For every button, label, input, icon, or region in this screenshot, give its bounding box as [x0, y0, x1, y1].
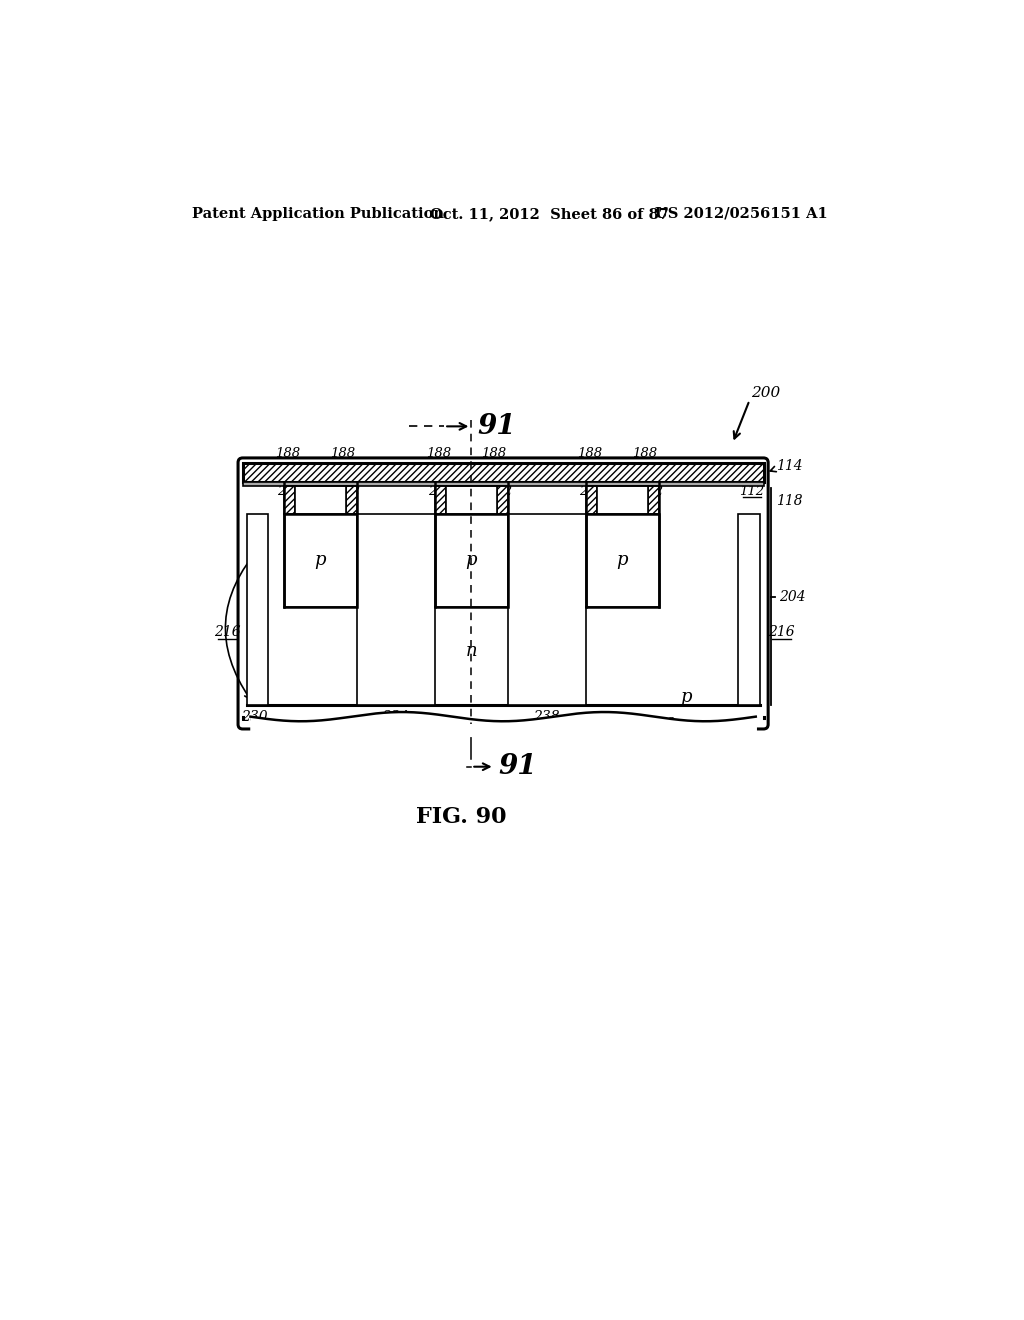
- Text: 91: 91: [477, 413, 516, 440]
- FancyBboxPatch shape: [238, 458, 768, 729]
- Bar: [648, 487, 658, 515]
- Bar: [295, 487, 346, 515]
- Text: 216: 216: [534, 568, 560, 581]
- Bar: [435, 487, 445, 515]
- Bar: [435, 515, 508, 607]
- Text: 102: 102: [336, 486, 360, 499]
- Text: 114: 114: [776, 459, 803, 474]
- Text: 246: 246: [428, 486, 453, 499]
- Bar: [586, 515, 658, 607]
- Bar: [284, 515, 356, 607]
- Bar: [284, 487, 295, 515]
- Text: 188: 188: [330, 446, 355, 459]
- Bar: [508, 515, 586, 705]
- Text: p: p: [466, 552, 477, 569]
- Text: 188: 188: [633, 446, 657, 459]
- Text: 234: 234: [382, 710, 409, 723]
- Bar: [356, 515, 435, 705]
- Text: FIG. 90: FIG. 90: [416, 805, 507, 828]
- Text: 230: 230: [241, 710, 267, 723]
- Bar: [597, 487, 648, 515]
- Bar: [247, 515, 268, 705]
- Text: 216: 216: [214, 624, 241, 639]
- Bar: [435, 487, 445, 515]
- Text: 91: 91: [499, 754, 537, 780]
- Bar: [346, 487, 356, 515]
- Bar: [243, 482, 764, 487]
- Text: 102: 102: [638, 486, 663, 499]
- Bar: [284, 487, 295, 515]
- Text: 202: 202: [649, 717, 676, 731]
- Bar: [738, 515, 760, 705]
- Text: US 2012/0256151 A1: US 2012/0256151 A1: [655, 207, 827, 220]
- Text: 216: 216: [382, 568, 409, 581]
- Bar: [243, 462, 764, 482]
- Bar: [586, 487, 597, 515]
- Bar: [586, 487, 597, 515]
- Text: Oct. 11, 2012  Sheet 86 of 87: Oct. 11, 2012 Sheet 86 of 87: [430, 207, 669, 220]
- Bar: [445, 487, 497, 515]
- Text: p: p: [680, 689, 692, 706]
- Bar: [243, 462, 764, 482]
- Text: Patent Application Publication: Patent Application Publication: [193, 207, 444, 220]
- Bar: [648, 487, 658, 515]
- Text: p: p: [314, 552, 326, 569]
- Text: 102: 102: [486, 486, 512, 499]
- Text: 112: 112: [739, 486, 765, 499]
- Text: 188: 188: [578, 446, 602, 459]
- Text: p: p: [616, 552, 628, 569]
- Bar: [346, 487, 356, 515]
- Bar: [497, 487, 508, 515]
- Text: n: n: [466, 643, 477, 660]
- Text: 246: 246: [579, 486, 604, 499]
- Text: 246: 246: [276, 486, 302, 499]
- Text: 188: 188: [426, 446, 452, 459]
- Text: 188: 188: [275, 446, 300, 459]
- Text: 188: 188: [481, 446, 506, 459]
- Text: 118: 118: [776, 494, 803, 508]
- Bar: [497, 487, 508, 515]
- Text: 216: 216: [768, 624, 795, 639]
- Text: 200: 200: [751, 387, 780, 400]
- Text: 238: 238: [534, 710, 560, 723]
- Text: 204: 204: [779, 590, 806, 603]
